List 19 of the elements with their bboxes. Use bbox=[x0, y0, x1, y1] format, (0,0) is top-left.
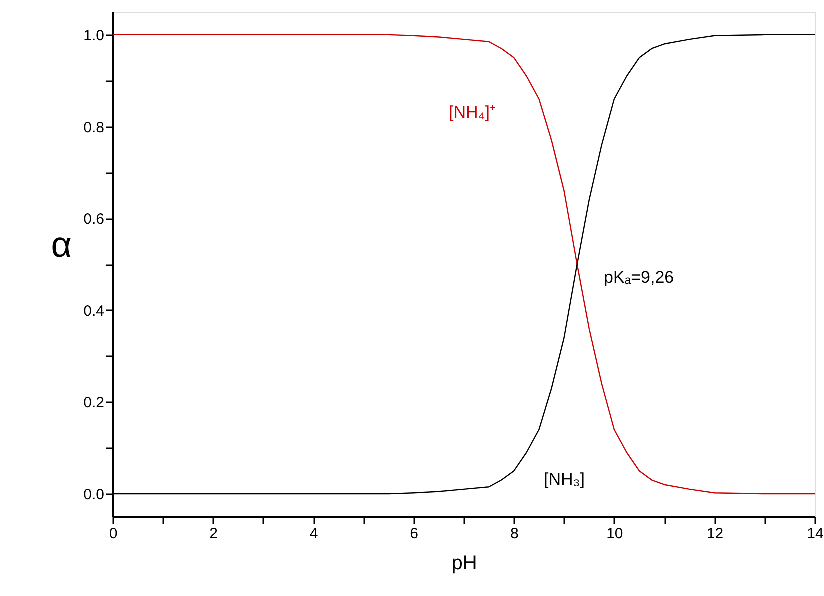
series-label: [NH₃] bbox=[544, 470, 585, 489]
y-tick-label: 0.6 bbox=[84, 211, 104, 228]
x-tick-label: 6 bbox=[410, 526, 419, 542]
y-axis-title: α bbox=[51, 224, 72, 265]
y-tick-label: 0.2 bbox=[84, 394, 104, 412]
x-tick-label: 2 bbox=[210, 526, 218, 542]
y-tick-label: 0.0 bbox=[84, 486, 104, 504]
x-tick-label: 10 bbox=[606, 526, 624, 542]
x-tick-label: 4 bbox=[310, 526, 318, 542]
annotation: pKₐ=9,26 bbox=[604, 268, 674, 287]
y-tick-label: 0.4 bbox=[84, 302, 104, 320]
x-tick-label: 14 bbox=[807, 526, 824, 542]
x-tick-label: 8 bbox=[510, 526, 519, 542]
x-axis-title: pH bbox=[452, 552, 478, 574]
text: [NH₄]⁺ bbox=[449, 103, 496, 122]
y-tick-label: 1.0 bbox=[84, 27, 104, 44]
x-tick-label: 0 bbox=[109, 526, 118, 542]
y-tick-label: 0.8 bbox=[84, 119, 104, 136]
x-tick-label: 12 bbox=[706, 526, 724, 542]
